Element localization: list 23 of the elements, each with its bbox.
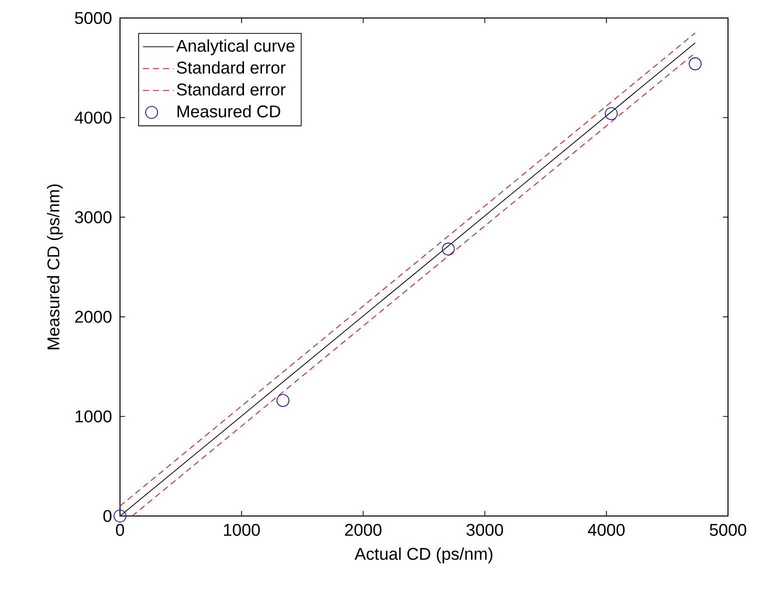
x-axis-title: Actual CD (ps/nm) bbox=[354, 547, 492, 564]
y-tick-label: 5000 bbox=[74, 12, 112, 24]
y-tick-label: 1000 bbox=[76, 410, 112, 422]
point bbox=[688, 57, 702, 70]
y-axis-title: Measured CD (ps/nm) bbox=[46, 184, 63, 350]
legend-label: Standard error bbox=[176, 83, 286, 96]
point bbox=[442, 242, 455, 256]
y-tick-label: 4000 bbox=[74, 112, 112, 124]
x-tick-label: 3000 bbox=[466, 524, 504, 536]
x-tick-label: 0 bbox=[116, 524, 124, 536]
legend-label: Analytical curve bbox=[176, 39, 294, 56]
point bbox=[604, 107, 618, 120]
legend-label: Measured CD bbox=[178, 104, 280, 118]
x-tick-label: 5000 bbox=[710, 524, 746, 536]
y-tick-label: 0 bbox=[103, 510, 112, 522]
legend-label: Standard error bbox=[176, 61, 286, 74]
y-tick-label: 3000 bbox=[74, 211, 112, 224]
y-tick-label: 2000 bbox=[75, 310, 112, 323]
x-tick-label: 4000 bbox=[588, 524, 625, 536]
x-tick-label: 2000 bbox=[345, 524, 382, 536]
x-tick-label: 1000 bbox=[224, 524, 260, 536]
point bbox=[276, 394, 290, 407]
point bbox=[114, 510, 126, 522]
